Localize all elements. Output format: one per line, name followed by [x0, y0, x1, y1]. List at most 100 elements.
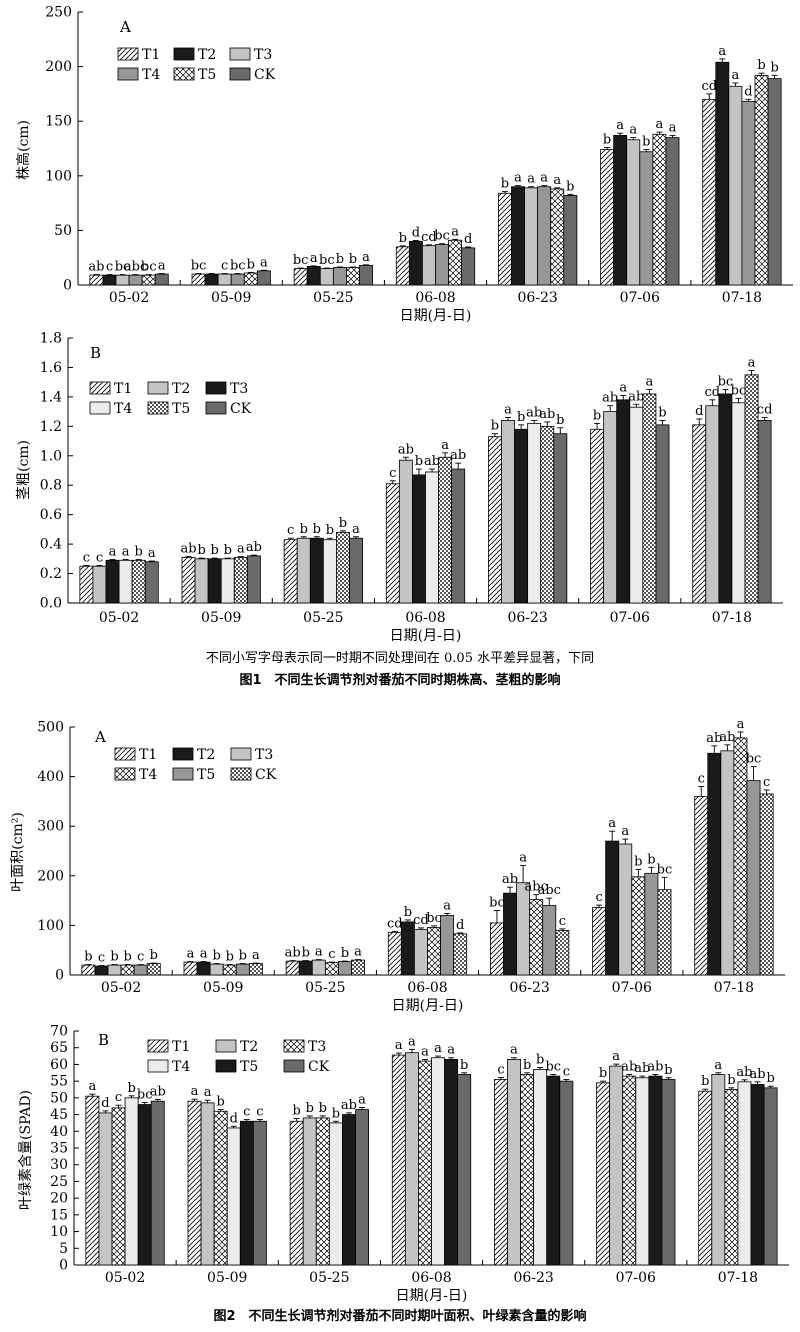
significance-letter: c: [595, 890, 602, 905]
significance-letter: a: [737, 717, 745, 732]
bar: [336, 531, 350, 604]
bar: [351, 959, 365, 976]
bar: [322, 539, 337, 604]
bar: [546, 1075, 561, 1266]
legend-swatch: [147, 401, 169, 415]
legend-swatch: [215, 1039, 237, 1053]
bar: [94, 965, 109, 976]
x-tick-label: 07-18: [714, 980, 754, 996]
bar: [355, 1109, 369, 1266]
y-tick-label: 45: [50, 1107, 68, 1123]
bar: [711, 1074, 726, 1266]
significance-letter: ab: [502, 872, 518, 887]
x-tick-label: 06-23: [509, 980, 549, 996]
bar: [146, 963, 161, 976]
bar: [243, 272, 258, 286]
significance-letter: a: [504, 403, 512, 418]
significance-letter: d: [101, 1096, 109, 1111]
significance-letter: a: [748, 355, 756, 370]
bar: [400, 921, 415, 976]
bar: [698, 1090, 713, 1266]
significance-letter: b: [313, 522, 321, 537]
significance-letter: b: [399, 231, 407, 246]
significance-letter: bc: [434, 229, 450, 244]
bar: [200, 1102, 215, 1266]
significance-letter: b: [727, 1073, 735, 1088]
bar: [527, 422, 542, 604]
significance-letter: b: [647, 852, 655, 867]
legend-label: T2: [198, 47, 216, 63]
bar: [311, 959, 326, 976]
significance-letter: b: [770, 60, 778, 75]
bar: [563, 195, 578, 286]
bar: [85, 1095, 100, 1266]
significance-letter: b: [332, 1106, 340, 1121]
significance-letter: a: [447, 1043, 455, 1058]
bar: [385, 483, 400, 604]
bar: [191, 273, 206, 286]
y-tick-label: 0.6: [40, 507, 62, 523]
legend-swatch: [147, 381, 169, 395]
legend-label: T2: [197, 747, 215, 763]
x-tick-label: 05-25: [309, 1270, 349, 1286]
bar: [451, 468, 466, 604]
bar: [298, 960, 313, 976]
bar: [342, 1114, 356, 1266]
bar: [453, 933, 468, 976]
bar: [246, 555, 261, 604]
bar: [759, 793, 774, 976]
bar: [763, 1087, 778, 1266]
bar: [524, 187, 539, 286]
bar: [302, 1117, 317, 1266]
significance-letter: b: [135, 545, 143, 560]
significance-letter: cd: [387, 916, 403, 931]
bar: [154, 273, 169, 286]
bar: [440, 915, 455, 976]
bar: [425, 471, 439, 604]
significance-letter: b: [217, 1095, 225, 1110]
bar: [387, 931, 402, 976]
significance-letter: bc: [731, 383, 747, 398]
bar: [252, 1120, 267, 1266]
legend-swatch: [147, 1059, 169, 1073]
y-tick-label: 1.2: [40, 419, 62, 435]
y-tick-label: 60: [50, 1057, 68, 1073]
y-tick-label: 65: [50, 1040, 68, 1056]
bar: [226, 1127, 241, 1266]
x-tick-label: 05-09: [211, 290, 251, 306]
significance-letter: bc: [657, 862, 673, 877]
significance-letter: c: [328, 947, 335, 962]
significance-letter: b: [326, 523, 334, 538]
significance-letter: b: [197, 543, 205, 558]
bar: [550, 188, 565, 286]
bar: [702, 98, 717, 286]
legend-label: T4: [114, 401, 132, 417]
legend-label: T3: [255, 747, 273, 763]
legend-label: T1: [114, 381, 132, 397]
significance-letter: b: [339, 516, 347, 531]
significance-letter: a: [315, 945, 323, 960]
y-tick-label: 50: [50, 1090, 68, 1106]
y-tick-label: 0: [55, 968, 64, 984]
bar: [324, 962, 339, 976]
panel-label: B: [90, 344, 101, 362]
significance-letter: d: [456, 918, 464, 933]
bar: [222, 964, 237, 976]
bar: [217, 273, 232, 286]
bar: [204, 273, 219, 286]
bar: [296, 537, 311, 604]
significance-letter: a: [109, 545, 117, 560]
x-tick-label: 06-23: [513, 1270, 553, 1286]
significance-letter: a: [612, 1049, 620, 1064]
bar: [655, 424, 670, 604]
legend-swatch: [172, 747, 194, 761]
significance-letter: b: [491, 419, 499, 434]
bar: [111, 1107, 126, 1266]
y-tick-label: 200: [45, 59, 72, 75]
bar: [196, 961, 211, 976]
significance-letter: cd: [701, 79, 717, 94]
bar: [338, 961, 352, 976]
bar: [131, 559, 146, 604]
